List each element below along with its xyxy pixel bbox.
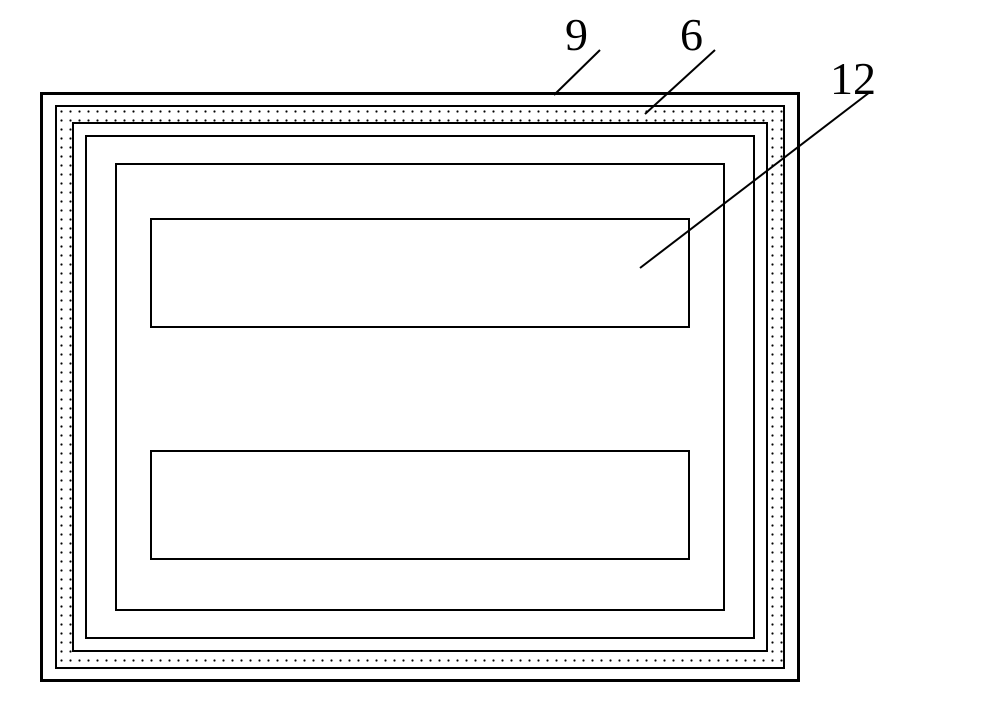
label-9: 9 [565, 8, 588, 61]
leader-9 [0, 0, 1000, 725]
label-12: 12 [830, 52, 876, 105]
label-6: 6 [680, 8, 703, 61]
